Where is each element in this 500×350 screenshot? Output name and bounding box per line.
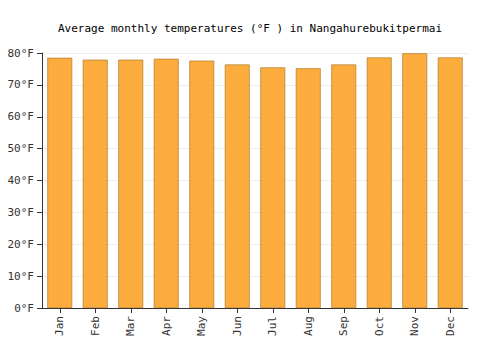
svg-text:0°F: 0°F	[14, 302, 34, 315]
svg-text:Mar: Mar	[124, 316, 137, 336]
svg-text:Nov: Nov	[408, 316, 421, 336]
svg-text:50°F: 50°F	[8, 142, 35, 155]
svg-text:Jul: Jul	[266, 316, 279, 336]
svg-text:Dec: Dec	[444, 316, 457, 336]
svg-text:Apr: Apr	[160, 316, 173, 336]
svg-text:Jan: Jan	[53, 316, 66, 336]
svg-text:40°F: 40°F	[8, 174, 35, 187]
svg-text:Feb: Feb	[89, 316, 102, 336]
svg-text:30°F: 30°F	[8, 206, 35, 219]
svg-text:May: May	[195, 316, 208, 336]
svg-text:Aug: Aug	[302, 316, 315, 336]
svg-text:70°F: 70°F	[8, 78, 35, 91]
svg-text:Sep: Sep	[337, 316, 350, 336]
svg-text:Average monthly temperatures (: Average monthly temperatures (°F ) in Na…	[58, 22, 442, 35]
svg-text:80°F: 80°F	[8, 47, 35, 60]
svg-text:60°F: 60°F	[8, 110, 35, 123]
svg-text:Oct: Oct	[373, 316, 386, 336]
svg-text:10°F: 10°F	[8, 270, 35, 283]
svg-text:Jun: Jun	[231, 316, 244, 336]
svg-text:20°F: 20°F	[8, 238, 35, 251]
